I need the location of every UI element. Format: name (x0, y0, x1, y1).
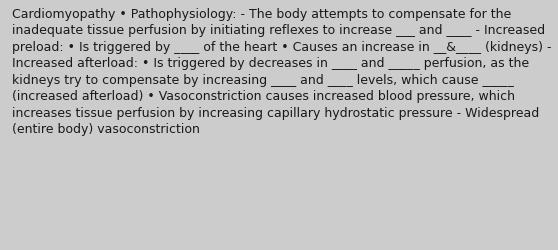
Text: Cardiomyopathy • Pathophysiology: - The body attempts to compensate for the inad: Cardiomyopathy • Pathophysiology: - The … (12, 8, 551, 136)
